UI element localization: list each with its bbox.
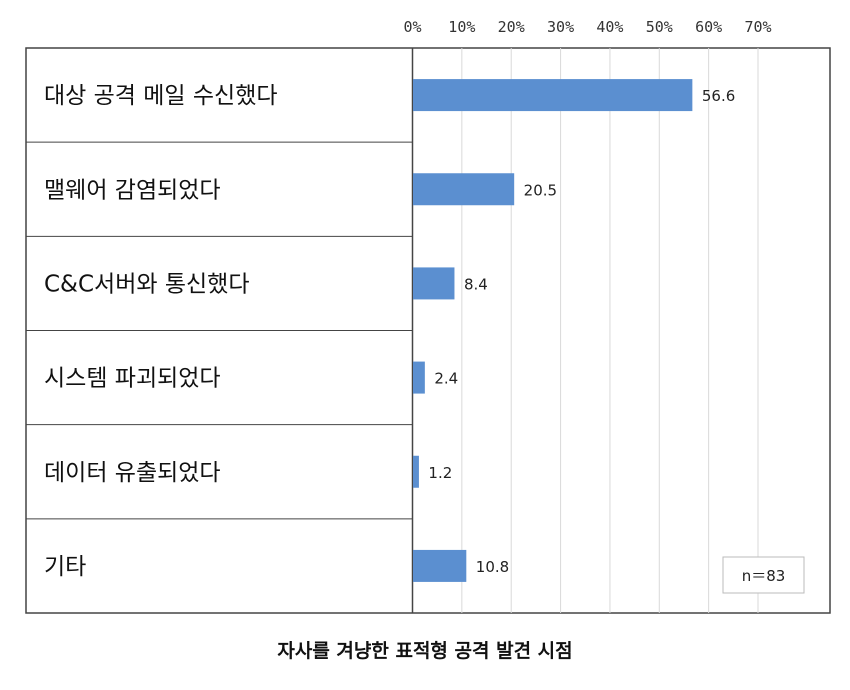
x-tick-label: 50%: [646, 18, 673, 36]
x-tick-label: 20%: [498, 18, 525, 36]
bar: [413, 549, 467, 582]
data-label: 56.6: [702, 87, 735, 105]
data-label: 1.2: [428, 464, 452, 482]
sample-size-note: n＝83: [722, 556, 805, 594]
data-label: 20.5: [524, 181, 557, 199]
x-tick-label: 70%: [744, 18, 771, 36]
category-label: 대상 공격 메일 수신했다: [44, 83, 278, 109]
bar: [413, 267, 455, 300]
data-label: 2.4: [434, 370, 458, 388]
x-tick-label: 30%: [547, 18, 574, 36]
data-label: 10.8: [476, 558, 509, 576]
category-label: 기타: [44, 554, 86, 580]
category-label: 맬웨어 감염되었다: [44, 177, 221, 203]
data-labels: 56.6 20.5 8.4 2.4 1.2 10.8: [428, 87, 735, 576]
sample-size-text: n＝83: [742, 567, 786, 585]
x-tick-label: 40%: [596, 18, 623, 36]
category-label: 시스템 파괴되었다: [44, 366, 221, 392]
bar: [413, 173, 515, 206]
bars: [413, 79, 693, 582]
x-tick-label: 0%: [403, 18, 421, 36]
grid-lines: [461, 48, 759, 613]
x-tick-label: 60%: [695, 18, 722, 36]
chart-title: 자사를 겨냥한 표적형 공격 발견 시점: [277, 640, 573, 662]
bar: [413, 455, 419, 488]
category-label: 데이터 유출되었다: [44, 460, 221, 486]
sample-size-box: [722, 556, 805, 594]
category-label: C&C서버와 통신했다: [44, 271, 250, 297]
x-axis-ticks: 0% 10% 20% 30% 40% 50% 60% 70%: [403, 18, 771, 36]
bar: [413, 79, 693, 112]
x-tick-label: 10%: [448, 18, 475, 36]
bar: [413, 361, 425, 394]
data-label: 8.4: [464, 275, 488, 293]
